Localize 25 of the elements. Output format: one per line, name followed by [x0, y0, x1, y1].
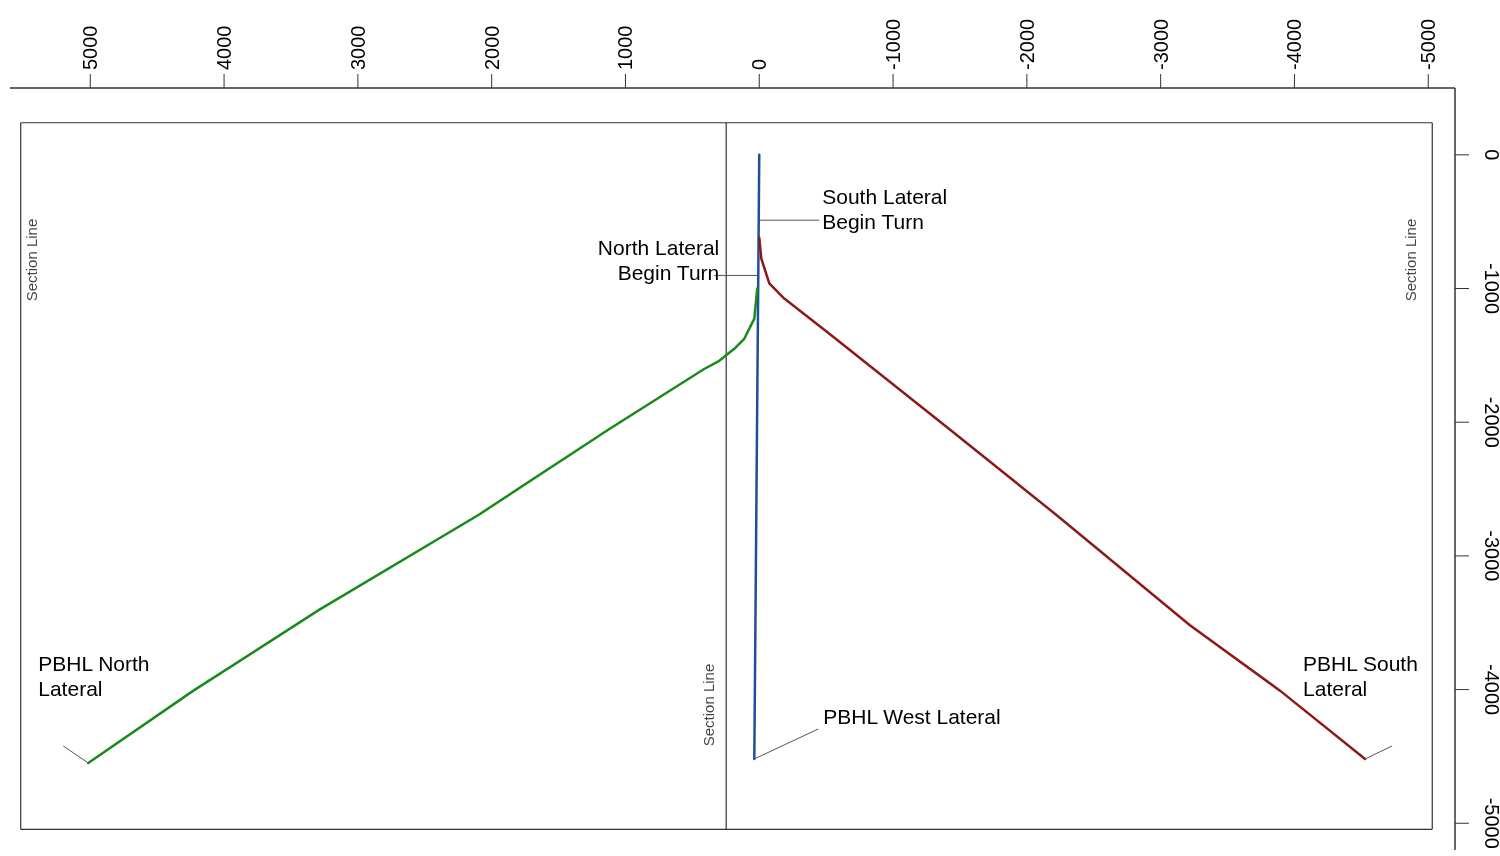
- x-tick-label: 2000: [480, 25, 503, 70]
- ref-line-label: Section Line: [22, 218, 40, 302]
- x-tick-label: 0: [748, 58, 771, 70]
- annotation: PBHL South Lateral: [1303, 651, 1418, 700]
- y-tick-label: -2000: [1481, 396, 1500, 448]
- annotation: North Lateral Begin Turn: [597, 236, 720, 285]
- annotation: PBHL West Lateral: [823, 704, 1001, 728]
- y-tick-label: -3000: [1481, 530, 1500, 582]
- x-tick-label: -1000: [882, 18, 905, 70]
- ref-line-label: Section Line: [1402, 218, 1420, 302]
- y-tick-label: -1000: [1481, 262, 1500, 315]
- annotation: South Lateral Begin Turn: [822, 185, 948, 234]
- x-tick-label: -2000: [1015, 18, 1038, 70]
- x-tick-label: 5000: [79, 25, 102, 70]
- y-tick-label: 0: [1481, 149, 1500, 161]
- y-tick-label: -4000: [1481, 664, 1500, 716]
- x-tick-label: -4000: [1283, 18, 1306, 70]
- x-tick-label: 3000: [346, 25, 369, 70]
- x-tick-label: -3000: [1149, 18, 1172, 70]
- y-tick-label: -5000: [1481, 797, 1500, 849]
- annotation: PBHL North Lateral: [38, 651, 150, 700]
- x-tick-label: 1000: [614, 25, 637, 70]
- x-tick-label: -5000: [1417, 18, 1440, 70]
- x-tick-label: 4000: [213, 25, 236, 70]
- ref-line-label: Section Line: [700, 663, 718, 747]
